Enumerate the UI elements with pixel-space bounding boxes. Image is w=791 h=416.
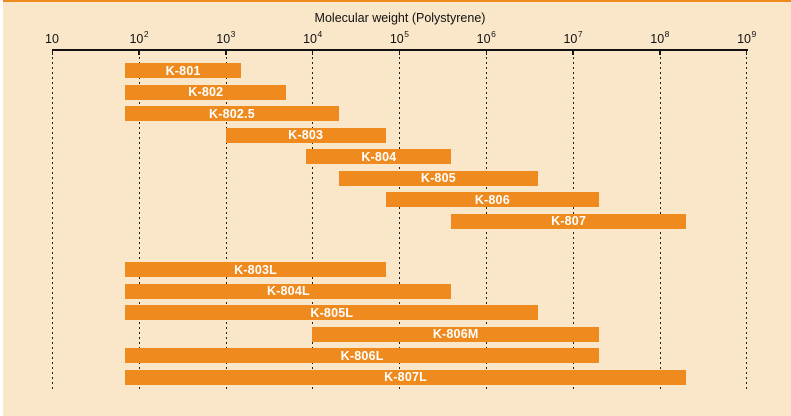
range-bar: K-805 — [338, 170, 539, 186]
x-axis-tick-label: 10 — [45, 32, 59, 46]
range-bar: K-803 — [225, 127, 386, 143]
range-bar-label: K-805L — [310, 305, 354, 320]
range-bar-label: K-801 — [165, 63, 201, 78]
gridline — [746, 52, 748, 392]
range-bar: K-802 — [125, 84, 287, 100]
range-bar: K-804L — [125, 283, 452, 299]
range-bar-label: K-802 — [188, 85, 224, 99]
range-bar: K-805L — [125, 305, 539, 320]
range-bar: K-802.5 — [125, 106, 339, 121]
range-bar-label: K-803L — [234, 262, 277, 277]
range-bar-label: K-807L — [384, 370, 427, 384]
range-bar: K-806M — [312, 326, 599, 342]
x-axis-line — [52, 49, 748, 51]
chart-title: Molecular weight (Polystyrene) — [314, 11, 486, 25]
range-bar: K-807L — [125, 369, 686, 385]
range-bar-label: K-806L — [340, 348, 384, 363]
x-axis-tick-label: 105 — [389, 28, 409, 46]
gridline — [399, 52, 401, 392]
range-bar-label: K-803 — [288, 128, 324, 142]
range-bar: K-801 — [125, 63, 241, 78]
x-axis-tick-label: 108 — [650, 28, 670, 46]
gridline — [312, 52, 314, 392]
x-axis-tick-label: 107 — [563, 28, 583, 46]
top-border-line — [0, 0, 791, 2]
range-bar-label: K-805 — [420, 171, 456, 185]
x-axis-tick-label: 106 — [476, 28, 496, 46]
gridline — [138, 52, 140, 392]
range-bar: K-804 — [306, 149, 452, 164]
range-bar-label: K-802.5 — [208, 106, 255, 121]
gridline — [52, 52, 53, 392]
gridline — [225, 52, 227, 392]
range-bar-label: K-804L — [266, 284, 310, 298]
range-bar-label: K-806 — [474, 192, 510, 207]
range-bar: K-806L — [125, 348, 599, 363]
range-bar: K-803L — [125, 262, 386, 277]
range-bar-label: K-806M — [432, 327, 479, 341]
range-bar-label: K-804 — [361, 149, 397, 164]
range-bar: K-806 — [385, 192, 599, 207]
range-bar: K-807 — [451, 213, 686, 229]
x-axis-tick-label: 103 — [216, 28, 236, 46]
left-margin — [0, 0, 3, 416]
range-bar-label: K-807 — [551, 214, 587, 228]
x-axis-tick-label: 109 — [737, 28, 757, 46]
x-axis-tick-label: 102 — [129, 28, 149, 46]
x-axis-tick-label: 104 — [303, 28, 323, 46]
